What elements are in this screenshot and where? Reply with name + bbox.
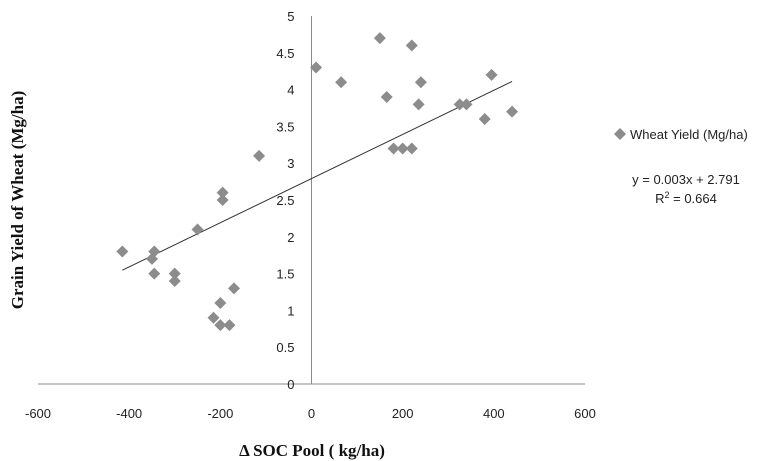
- y-tick-label: 1.5: [276, 267, 294, 282]
- x-axis-title: Δ SOC Pool ( kg/ha): [239, 441, 385, 460]
- x-tick-label: 200: [392, 406, 414, 421]
- data-point: [253, 149, 266, 162]
- data-point: [216, 194, 229, 206]
- x-tick-label: 0: [308, 406, 315, 421]
- data-point: [478, 113, 491, 126]
- data-point: [396, 142, 409, 155]
- r2-prefix: R: [655, 191, 664, 206]
- legend-label: Wheat Yield (Mg/ha): [630, 127, 748, 142]
- data-point: [207, 311, 220, 324]
- data-point: [148, 245, 161, 258]
- data-point: [453, 98, 466, 111]
- data-point: [223, 319, 236, 332]
- data-point: [116, 245, 129, 258]
- y-tick-label: 2.5: [276, 193, 294, 208]
- data-point: [460, 98, 473, 111]
- y-tick-label: 4.5: [276, 46, 294, 61]
- r2-exponent: 2: [665, 190, 670, 200]
- data-point: [412, 98, 425, 111]
- x-tick-label: -600: [25, 406, 51, 421]
- legend-marker-diamond-icon: [614, 128, 626, 140]
- data-point: [335, 76, 348, 89]
- y-tick-label: 4: [287, 83, 294, 98]
- r-squared-label: R2 = 0.664: [655, 190, 717, 206]
- data-point: [214, 297, 227, 310]
- axes-layer: [38, 16, 585, 385]
- points-layer: [116, 32, 519, 332]
- data-point: [168, 274, 181, 287]
- y-tick-label: 0.5: [276, 340, 294, 355]
- y-tick-label: 5: [287, 9, 294, 24]
- data-point: [485, 68, 498, 81]
- data-point: [214, 319, 227, 332]
- data-point: [191, 223, 204, 236]
- y-tick-label: 3: [287, 156, 294, 171]
- legend: Wheat Yield (Mg/ha): [614, 127, 748, 142]
- y-tick-label: 1: [287, 303, 294, 318]
- y-axis-title: Grain Yield of Wheat (Mg/ha): [8, 91, 27, 309]
- data-point: [506, 105, 519, 118]
- x-tick-label: -200: [207, 406, 233, 421]
- y-tick-label: 0: [287, 377, 294, 392]
- data-point: [168, 267, 181, 280]
- data-point: [373, 32, 386, 45]
- trendline-equation: y = 0.003x + 2.791: [632, 172, 740, 187]
- data-point: [405, 39, 418, 52]
- data-point: [148, 267, 161, 280]
- x-tick-label: 600: [574, 406, 596, 421]
- y-tick-label: 2: [287, 230, 294, 245]
- trendline: [122, 80, 513, 271]
- x-tick-label: -400: [116, 406, 142, 421]
- data-point: [310, 61, 323, 74]
- x-tick-label: 400: [483, 406, 505, 421]
- trendline-layer: [122, 80, 513, 271]
- tick-labels-layer: -600 -400 -200 0 200 400 600 0 0.5 1 1.5 2 2.5 3 3.5 4 4…: [25, 9, 596, 421]
- data-point: [387, 142, 400, 155]
- y-tick-label: 3.5: [276, 119, 294, 134]
- data-point: [228, 282, 241, 295]
- r2-rest: = 0.664: [670, 191, 717, 206]
- data-point: [216, 186, 229, 199]
- data-point: [414, 76, 427, 89]
- data-point: [380, 90, 393, 103]
- data-point: [405, 142, 418, 155]
